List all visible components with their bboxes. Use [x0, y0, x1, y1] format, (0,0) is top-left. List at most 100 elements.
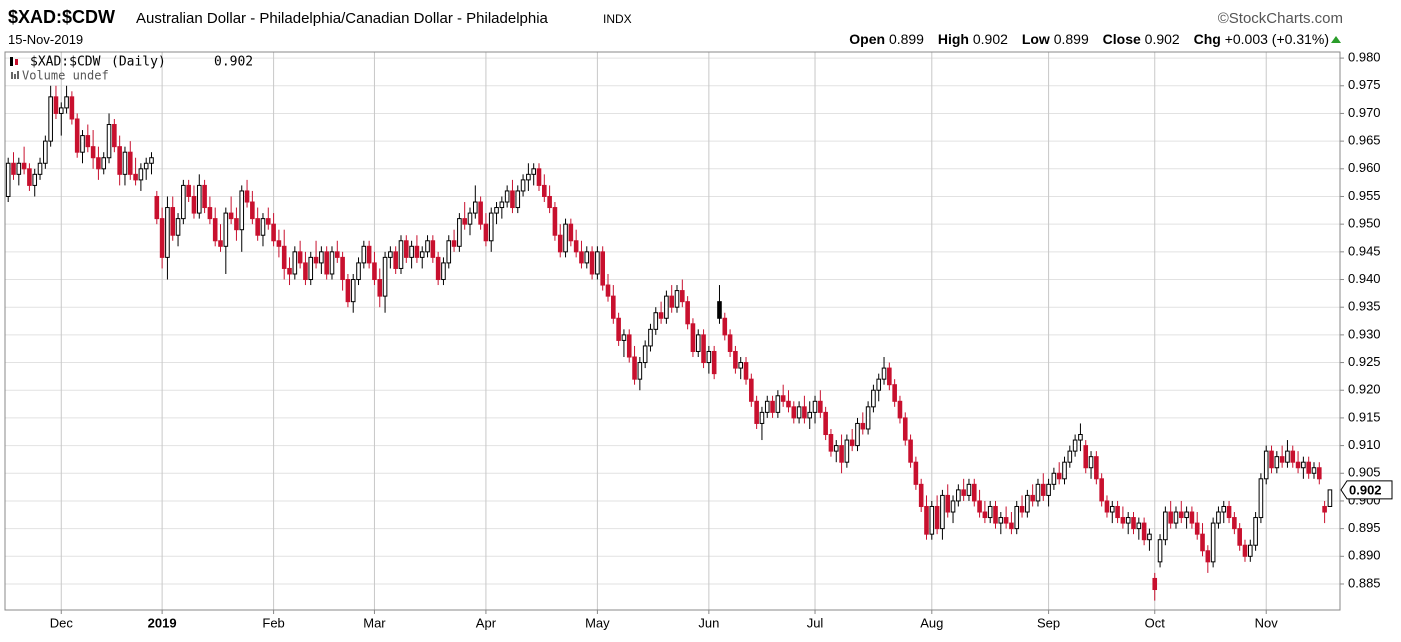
legend-price: 0.902: [214, 55, 253, 70]
candle-body: [319, 251, 324, 264]
y-tick-label: 0.895: [1348, 520, 1381, 535]
credit: ©StockCharts.com: [1217, 10, 1343, 27]
candle-body: [64, 96, 69, 109]
candle-body: [191, 195, 197, 214]
candle-body: [1136, 522, 1142, 530]
candle-body: [690, 323, 696, 352]
candle-body: [1295, 461, 1301, 469]
candle-body: [441, 262, 446, 281]
candle-body: [1232, 517, 1237, 530]
x-tick-label: Feb: [262, 615, 284, 630]
candle-body: [271, 223, 276, 242]
candle-body: [738, 362, 744, 369]
candle-body: [1147, 533, 1152, 541]
candle-body: [345, 279, 351, 303]
candle-body: [106, 124, 112, 159]
candle-body: [122, 151, 128, 175]
candle-body: [1157, 539, 1163, 563]
candle-body: [218, 240, 223, 247]
x-tick-label: Apr: [476, 615, 497, 630]
candle-body: [717, 301, 722, 319]
candle-body: [1062, 461, 1067, 480]
plot-frame: [4, 51, 1341, 611]
candle-body: [1290, 450, 1296, 463]
candle-body: [1072, 439, 1078, 452]
candle-body: [1226, 505, 1232, 519]
candle-body: [823, 411, 828, 436]
candle-body: [1216, 511, 1221, 524]
candle-body: [913, 461, 919, 485]
x-tick-label: 2019: [148, 615, 177, 630]
candle-body: [21, 162, 27, 170]
candle-body: [403, 240, 409, 258]
candle-body: [1014, 505, 1020, 530]
candle-body: [1253, 517, 1258, 546]
candle-body: [1279, 456, 1285, 463]
candle-body: [780, 395, 786, 402]
candle-body: [196, 184, 202, 214]
candle-body: [462, 218, 467, 225]
candle-body: [1274, 456, 1280, 469]
candle-body: [340, 256, 345, 281]
candle-body: [324, 251, 329, 275]
candle-body: [993, 505, 998, 524]
candle-body: [250, 201, 255, 220]
candle-body: [419, 251, 425, 258]
candle-body: [69, 96, 75, 120]
candle-body: [902, 417, 908, 441]
candle-body: [924, 505, 929, 535]
candle-body: [573, 240, 579, 253]
candle-body: [658, 312, 664, 319]
candle-body: [1088, 456, 1094, 469]
candle-body: [1306, 461, 1311, 474]
candle-body: [488, 212, 494, 242]
candle-body: [74, 118, 80, 153]
candle-body: [96, 157, 101, 170]
candle-body: [1221, 505, 1227, 513]
candle-body: [669, 295, 675, 308]
candle-body: [934, 505, 940, 530]
candle-body: [165, 207, 170, 258]
candle-body: [563, 223, 568, 253]
candle-body: [329, 251, 335, 275]
candle-body: [849, 439, 855, 447]
candle-body: [313, 256, 319, 264]
up-arrow: [1331, 36, 1341, 43]
high-value: 0.902: [972, 31, 1008, 47]
x-tick-label: Oct: [1145, 615, 1166, 630]
candle-body: [5, 162, 11, 197]
candle-body: [127, 151, 133, 175]
candle-body: [1078, 434, 1083, 441]
candle-body: [520, 179, 526, 192]
candle-body: [260, 218, 266, 236]
candle-body: [143, 162, 149, 170]
candle-body: [473, 201, 478, 214]
x-tick-label: Mar: [363, 615, 386, 630]
candle-body: [138, 168, 144, 181]
candle-body: [711, 350, 717, 375]
candle-body: [722, 317, 728, 336]
candle-body: [1168, 511, 1173, 524]
candle-body: [685, 301, 690, 325]
candles: [5, 85, 1333, 601]
candle-body: [287, 267, 292, 275]
change-label: Chg: [1193, 31, 1221, 47]
candle-body: [1125, 517, 1131, 524]
candle-body: [844, 439, 850, 463]
candle-body: [308, 256, 314, 281]
candle-body: [1099, 478, 1104, 502]
candle-body: [265, 218, 271, 225]
candle-body: [1269, 450, 1274, 469]
candle-body: [860, 422, 866, 430]
candle-body: [457, 218, 462, 247]
candle-body: [754, 400, 759, 424]
candle-body: [1035, 483, 1041, 502]
candle-body: [1301, 461, 1306, 469]
candle-body: [207, 207, 213, 220]
open-value: 0.899: [888, 31, 924, 47]
candle-body: [425, 240, 430, 253]
candle-body: [1189, 511, 1195, 524]
y-tick-label: 0.890: [1348, 548, 1381, 563]
candle-body: [1194, 522, 1200, 535]
